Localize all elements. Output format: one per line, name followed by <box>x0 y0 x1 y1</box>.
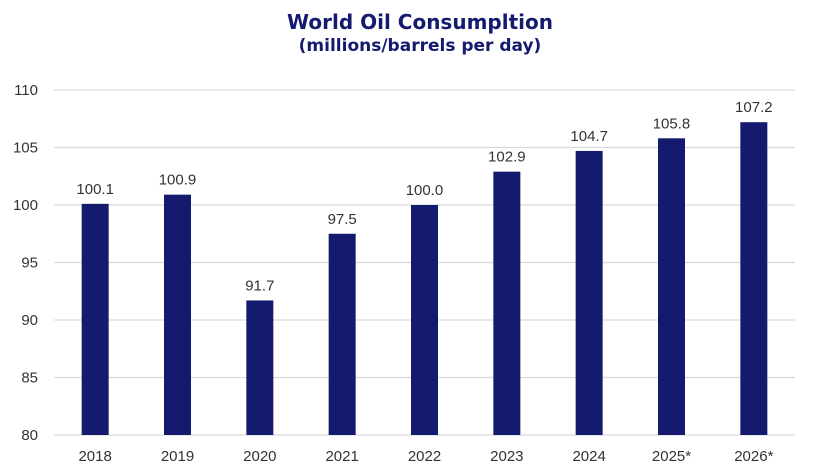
data-label: 104.7 <box>570 128 608 145</box>
chart-title: World Oil Consumpltion <box>287 10 553 34</box>
bar-2019 <box>164 194 191 435</box>
bar-2024 <box>575 150 603 435</box>
data-label: 91.7 <box>245 277 274 294</box>
bar-2022 <box>411 205 438 435</box>
data-label: 102.9 <box>488 149 526 166</box>
x-tick-label: 2021 <box>325 448 358 465</box>
x-tick-label: 2025* <box>652 448 691 465</box>
y-tick-label: 110 <box>14 82 38 99</box>
y-tick-label: 80 <box>21 427 38 444</box>
chart-subtitle: (millions/barrels per day) <box>298 36 542 56</box>
y-tick-label: 85 <box>21 370 38 387</box>
data-label: 105.8 <box>653 115 691 132</box>
x-tick-label: 2018 <box>78 448 111 465</box>
y-tick-label: 100 <box>13 197 38 214</box>
data-label: 107.2 <box>735 99 773 116</box>
bar-2023 <box>493 171 521 435</box>
bar-2021 <box>328 233 356 435</box>
data-label: 100.9 <box>159 172 197 189</box>
x-tick-label: 2020 <box>243 448 276 465</box>
bar-2025 <box>658 138 685 436</box>
y-tick-label: 105 <box>13 140 38 157</box>
bars <box>81 122 768 436</box>
x-tick-label: 2023 <box>490 448 523 465</box>
bar-2018 <box>81 203 109 435</box>
bar-2020 <box>246 300 274 435</box>
data-label: 100.0 <box>406 182 444 199</box>
y-tick-label: 95 <box>21 255 38 272</box>
x-tick-label: 2019 <box>161 448 194 465</box>
x-axis: 2018 2019 2020 2021 2022 2023 2024 2025* 2026* <box>78 448 773 465</box>
bar-2026 <box>740 122 768 435</box>
x-tick-label: 2024 <box>572 448 605 465</box>
data-label: 100.1 <box>76 181 114 198</box>
data-label: 97.5 <box>328 211 357 228</box>
x-tick-label: 2022 <box>408 448 441 465</box>
data-labels: 100.1 100.9 91.7 97.5 100.0 102.9 104.7 105.8 10… <box>76 99 772 294</box>
x-tick-label: 2026* <box>734 448 773 465</box>
y-tick-label: 90 <box>21 312 38 329</box>
y-axis: 80 85 90 95 100 105 110 <box>13 82 38 444</box>
